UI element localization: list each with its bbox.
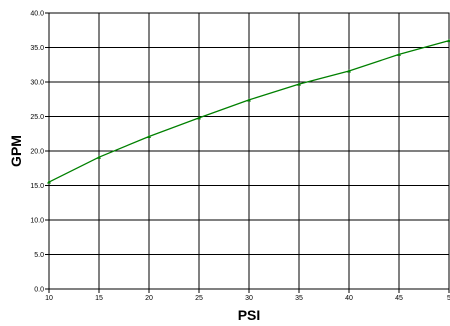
series-markers [47,38,450,184]
data-point-marker [297,82,301,86]
data-point-marker [147,134,151,139]
x-tick-label: 20 [145,295,153,302]
y-tick-label: 30.0 [30,80,44,87]
data-point-marker [47,180,51,184]
data-point-marker [197,115,201,120]
x-tick-label: 40 [345,295,353,302]
y-axis-title: GPM [8,135,24,167]
y-tick-label: 40.0 [30,11,44,18]
y-tick-label: 25.0 [30,114,44,121]
y-tick-label: 15.0 [30,183,44,190]
y-tick-label: 5.0 [34,252,44,259]
data-point-marker [447,38,450,43]
x-axis-title: PSI [238,307,261,323]
data-point-marker [347,68,351,73]
x-tick-label: 35 [295,295,303,302]
x-tick-label: 10 [45,295,53,302]
x-tick-label: 5 [447,295,450,302]
y-tick-label: 20.0 [30,149,44,156]
y-tick-label: 35.0 [30,45,44,52]
data-point-marker [247,97,251,102]
x-tick-label: 15 [95,295,103,302]
data-point-marker [97,155,101,159]
grid-lines [45,12,450,293]
y-axis-tick-labels: 0.0 5.0 10.0 15.0 20.0 25.0 30.0 35.0 40.0 [30,11,44,294]
x-tick-label: 30 [245,295,253,302]
y-tick-label: 0.0 [34,287,44,294]
plot-area-border [48,12,450,290]
x-axis-tick-labels: 10 15 20 25 30 35 40 45 5 [45,295,450,302]
x-tick-label: 25 [195,295,203,302]
y-tick-label: 10.0 [30,218,44,225]
x-tick-label: 45 [395,295,403,302]
data-point-marker [397,52,401,56]
